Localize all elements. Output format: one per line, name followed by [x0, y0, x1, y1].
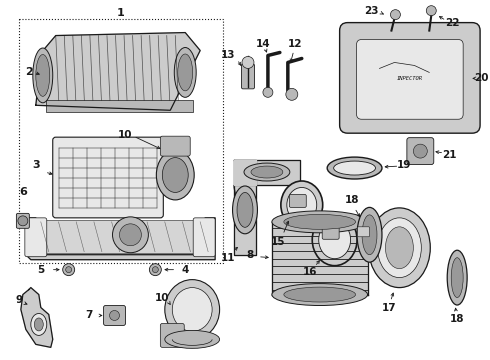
Ellipse shape [272, 211, 368, 233]
Ellipse shape [377, 218, 421, 278]
FancyBboxPatch shape [103, 306, 125, 325]
Polygon shape [234, 160, 256, 255]
Ellipse shape [31, 314, 47, 336]
Text: 8: 8 [246, 250, 254, 260]
Text: 5: 5 [37, 265, 45, 275]
FancyBboxPatch shape [193, 218, 215, 257]
Ellipse shape [172, 288, 212, 332]
Ellipse shape [165, 330, 220, 348]
Ellipse shape [251, 166, 283, 178]
Circle shape [414, 144, 427, 158]
Text: 3: 3 [32, 160, 40, 170]
Text: 1: 1 [117, 8, 124, 18]
Circle shape [263, 87, 273, 97]
Text: 10: 10 [118, 130, 133, 140]
Ellipse shape [362, 215, 377, 255]
Polygon shape [21, 288, 53, 347]
Ellipse shape [368, 208, 430, 288]
Circle shape [391, 10, 400, 20]
Polygon shape [272, 222, 368, 294]
Text: 10: 10 [155, 293, 170, 302]
Text: 17: 17 [382, 302, 397, 312]
Circle shape [286, 88, 298, 100]
Text: 18: 18 [344, 195, 359, 205]
Circle shape [18, 216, 28, 226]
Ellipse shape [34, 318, 43, 331]
FancyBboxPatch shape [407, 138, 434, 165]
Bar [19, 19, 223, 263]
Text: 6: 6 [19, 187, 27, 197]
Ellipse shape [281, 181, 323, 229]
FancyBboxPatch shape [16, 213, 29, 228]
Ellipse shape [165, 280, 220, 339]
Text: 12: 12 [288, 39, 302, 49]
Circle shape [113, 217, 148, 253]
Text: 4: 4 [181, 265, 189, 275]
Ellipse shape [237, 193, 253, 227]
Ellipse shape [386, 227, 414, 269]
FancyBboxPatch shape [53, 137, 163, 218]
Text: 22: 22 [445, 18, 460, 28]
Text: 20: 20 [474, 73, 489, 84]
Text: 19: 19 [397, 160, 412, 170]
Polygon shape [36, 32, 200, 110]
Text: 9: 9 [15, 294, 23, 305]
Ellipse shape [284, 287, 356, 302]
FancyBboxPatch shape [358, 227, 369, 237]
FancyBboxPatch shape [25, 218, 47, 257]
Ellipse shape [162, 158, 188, 193]
Bar [46, 100, 193, 112]
Text: 14: 14 [256, 39, 270, 49]
Ellipse shape [451, 258, 463, 298]
Ellipse shape [334, 161, 375, 175]
Text: 23: 23 [364, 6, 379, 15]
Polygon shape [234, 160, 300, 185]
Ellipse shape [244, 163, 290, 181]
Ellipse shape [33, 48, 53, 103]
Text: 11: 11 [221, 253, 235, 263]
Ellipse shape [272, 284, 368, 306]
Circle shape [152, 267, 158, 273]
FancyBboxPatch shape [322, 226, 339, 239]
Text: 15: 15 [270, 237, 285, 247]
FancyBboxPatch shape [289, 194, 306, 207]
Text: 2: 2 [25, 67, 33, 77]
Circle shape [110, 310, 120, 320]
Text: 13: 13 [221, 50, 235, 60]
Text: 16: 16 [302, 267, 317, 276]
Ellipse shape [447, 250, 467, 305]
Ellipse shape [327, 157, 382, 179]
Circle shape [66, 267, 72, 273]
FancyBboxPatch shape [340, 23, 480, 133]
Ellipse shape [156, 150, 194, 200]
Circle shape [120, 224, 142, 246]
Ellipse shape [357, 207, 382, 262]
Polygon shape [26, 218, 215, 260]
Text: INPECTOR: INPECTOR [396, 76, 422, 81]
FancyBboxPatch shape [160, 136, 190, 156]
Ellipse shape [178, 54, 193, 91]
Text: 21: 21 [442, 150, 457, 160]
Bar [37, 220, 203, 253]
Text: 7: 7 [85, 310, 92, 320]
FancyBboxPatch shape [357, 40, 463, 119]
Ellipse shape [312, 214, 357, 266]
FancyBboxPatch shape [242, 64, 254, 89]
Circle shape [242, 57, 254, 68]
Circle shape [426, 6, 436, 15]
Ellipse shape [287, 188, 317, 222]
Ellipse shape [233, 186, 257, 234]
FancyBboxPatch shape [160, 323, 184, 347]
Circle shape [149, 264, 161, 276]
Ellipse shape [174, 48, 196, 97]
Circle shape [63, 264, 74, 276]
Ellipse shape [284, 214, 356, 229]
Ellipse shape [36, 54, 50, 96]
Ellipse shape [318, 221, 350, 259]
Text: 18: 18 [450, 314, 465, 324]
